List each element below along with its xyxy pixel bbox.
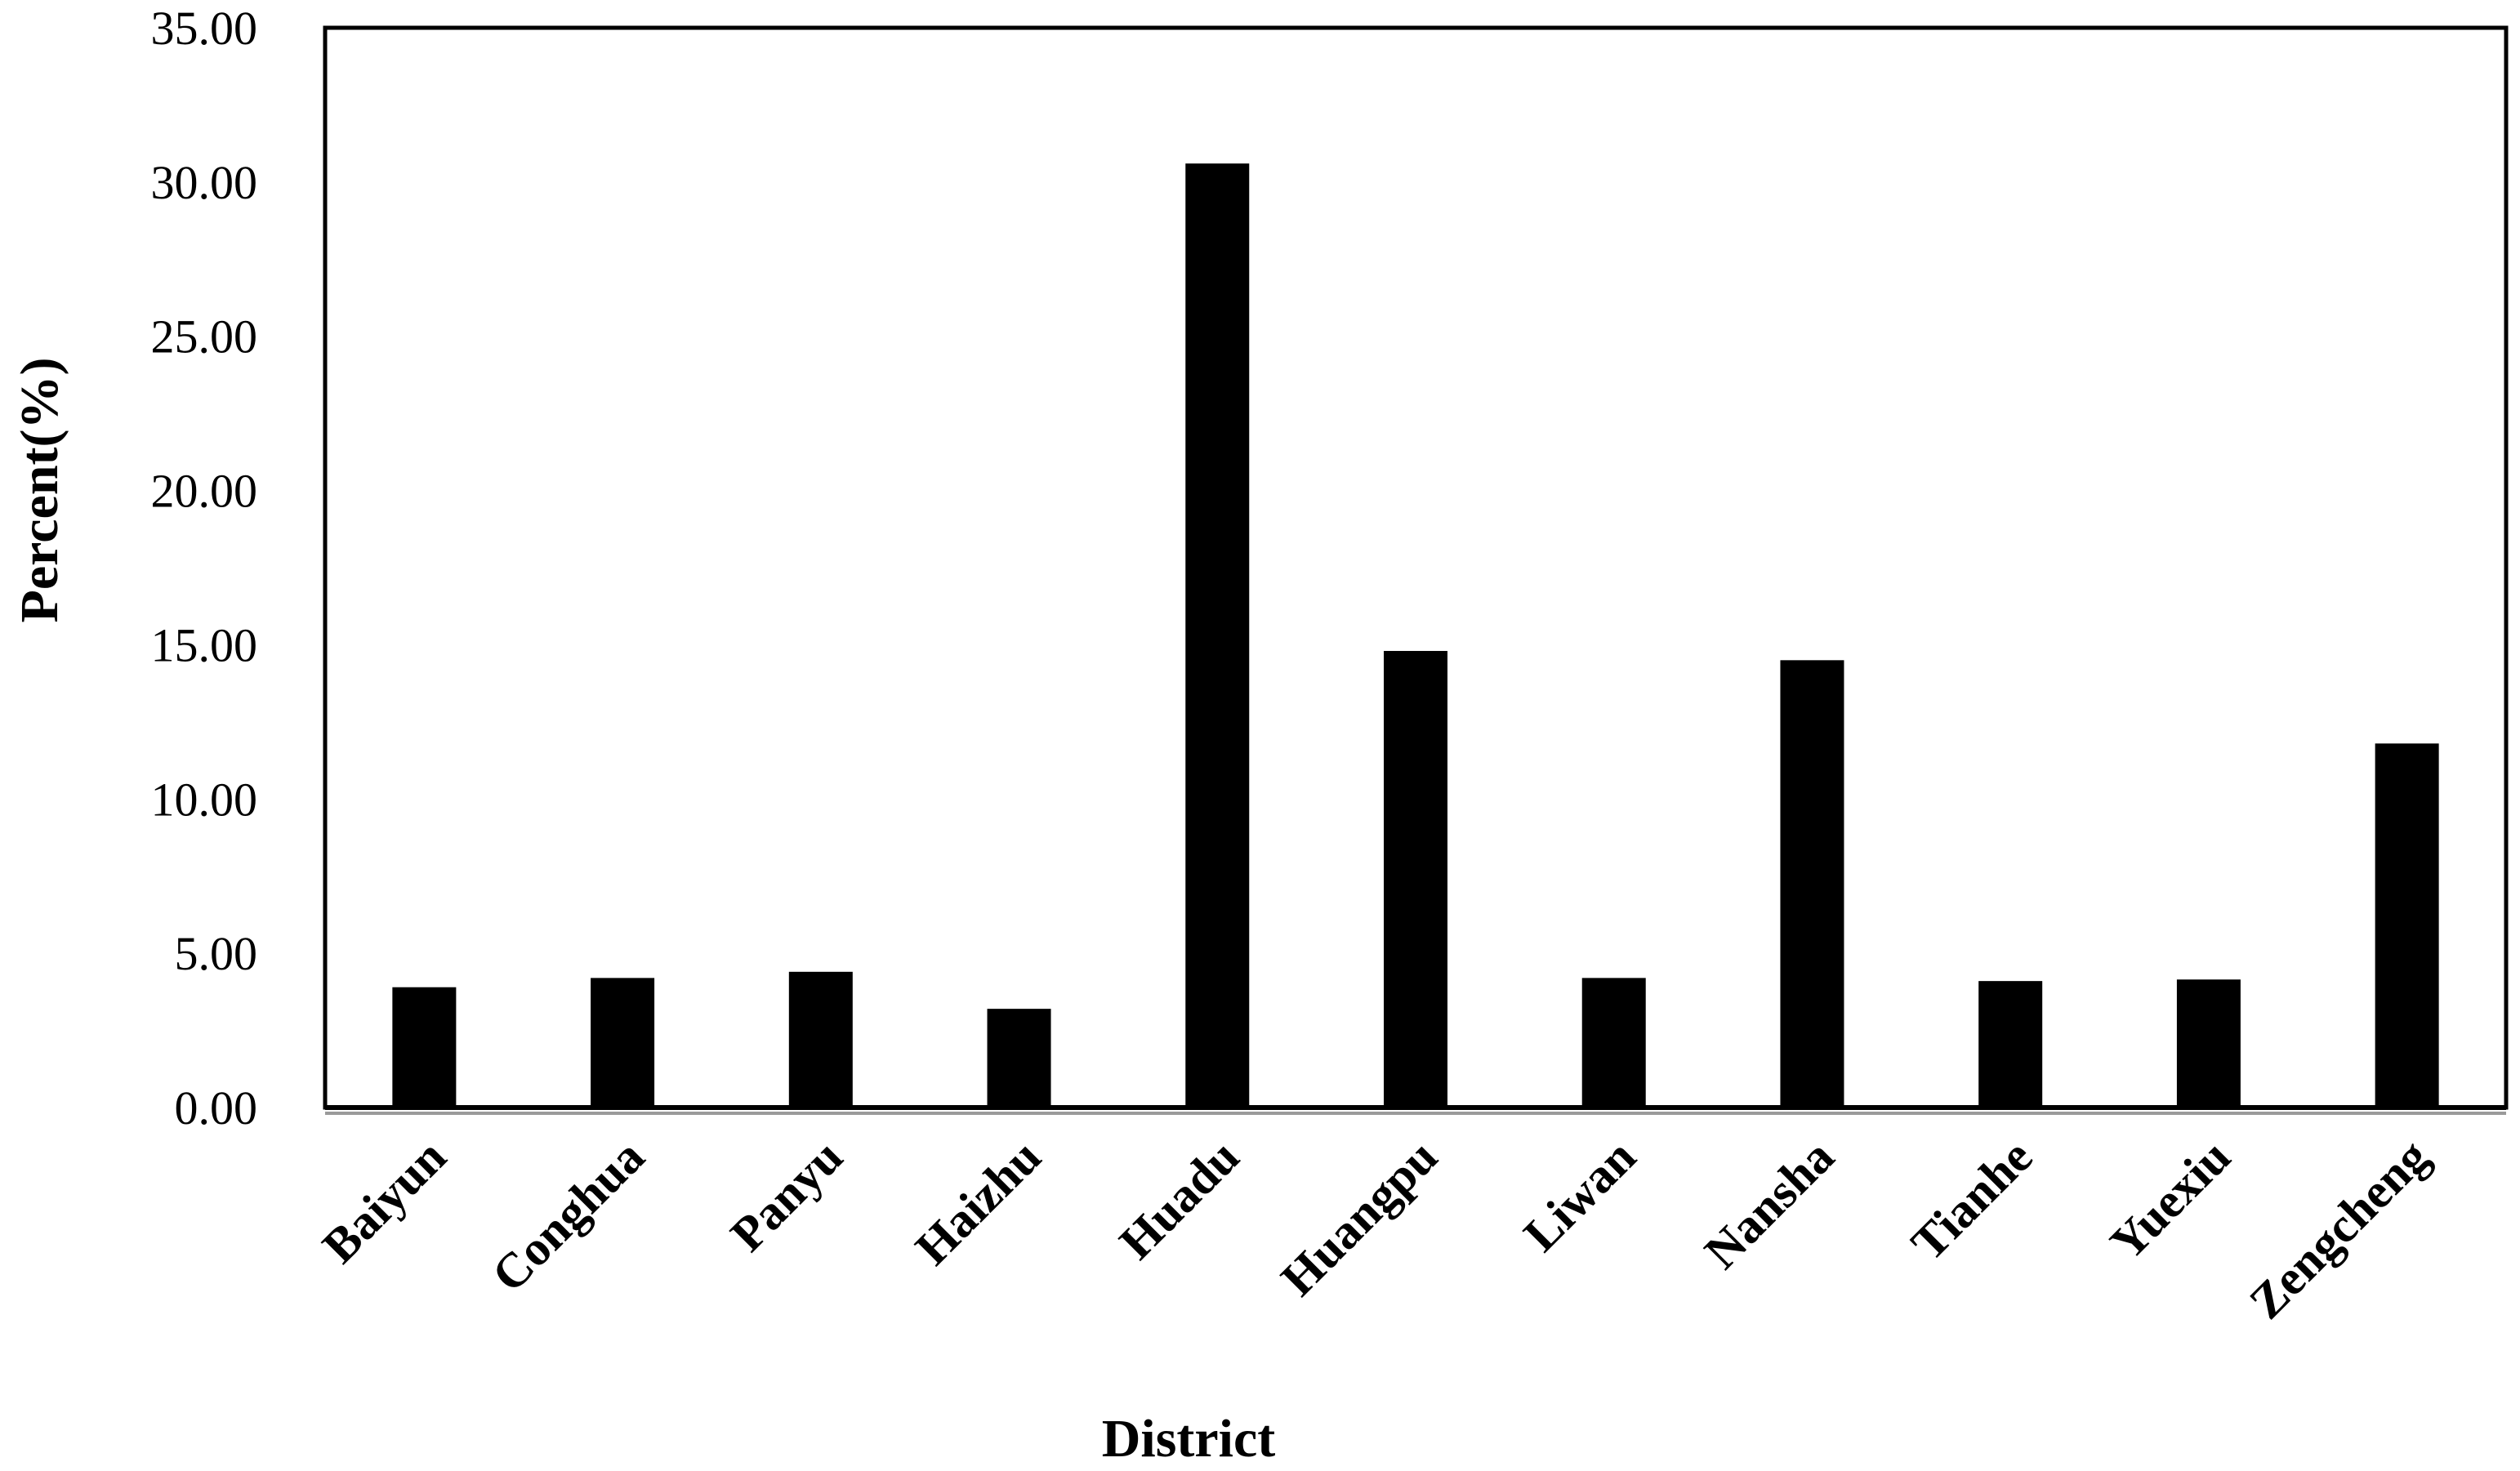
- y-tick-label: 0.00: [175, 1081, 258, 1134]
- y-axis-title: Percent(%): [10, 358, 69, 623]
- x-tick-label-baiyun: Baiyun: [312, 1130, 456, 1273]
- x-tick-label-huangpu: Huangpu: [1271, 1130, 1447, 1306]
- bar-yuexiu: [2176, 979, 2241, 1108]
- y-tick-label: 5.00: [175, 927, 258, 980]
- bar-tianhe: [1978, 981, 2043, 1108]
- x-tick-labels: Baiyun Conghua Panyu Haizhu Huadu Huangpu Liwa…: [312, 1130, 2439, 1330]
- bar-panyu: [788, 971, 853, 1108]
- x-tick-label-haizhu: Haizhu: [905, 1130, 1051, 1276]
- x-tick-label-yuexiu: Yuexiu: [2100, 1130, 2241, 1270]
- y-tick-label: 15.00: [151, 618, 258, 671]
- bar-zengcheng: [2375, 743, 2439, 1108]
- x-tick-label-panyu: Panyu: [720, 1130, 853, 1262]
- x-tick-label-liwan: Liwan: [1514, 1130, 1646, 1262]
- y-tick-label: 25.00: [151, 310, 258, 363]
- y-tick-labels: 0.00 5.00 10.00 15.00 20.00 25.00 30.00 35.00: [151, 2, 258, 1134]
- x-axis-title: District: [1102, 1409, 1276, 1469]
- bars-layer: [392, 163, 2439, 1108]
- x-tick-label-zengcheng: Zengcheng: [2239, 1130, 2439, 1330]
- x-tick-label-nansha: Nansha: [1694, 1130, 1844, 1279]
- y-tick-label: 35.00: [151, 2, 258, 55]
- x-tick-label-conghua: Conghua: [482, 1130, 655, 1303]
- bar-baiyun: [392, 987, 457, 1108]
- bar-haizhu: [987, 1009, 1051, 1108]
- x-tick-label-tianhe: Tianhe: [1901, 1130, 2042, 1271]
- bar-conghua: [591, 978, 655, 1108]
- y-tick-label: 20.00: [151, 465, 258, 518]
- y-tick-label: 10.00: [151, 773, 258, 826]
- bar-huadu: [1185, 163, 1250, 1108]
- x-tick-label-huadu: Huadu: [1109, 1130, 1250, 1270]
- bar-nansha: [1780, 660, 1844, 1108]
- bar-huangpu: [1384, 650, 1447, 1108]
- bar-liwan: [1581, 978, 1646, 1108]
- y-tick-label: 30.00: [151, 156, 258, 209]
